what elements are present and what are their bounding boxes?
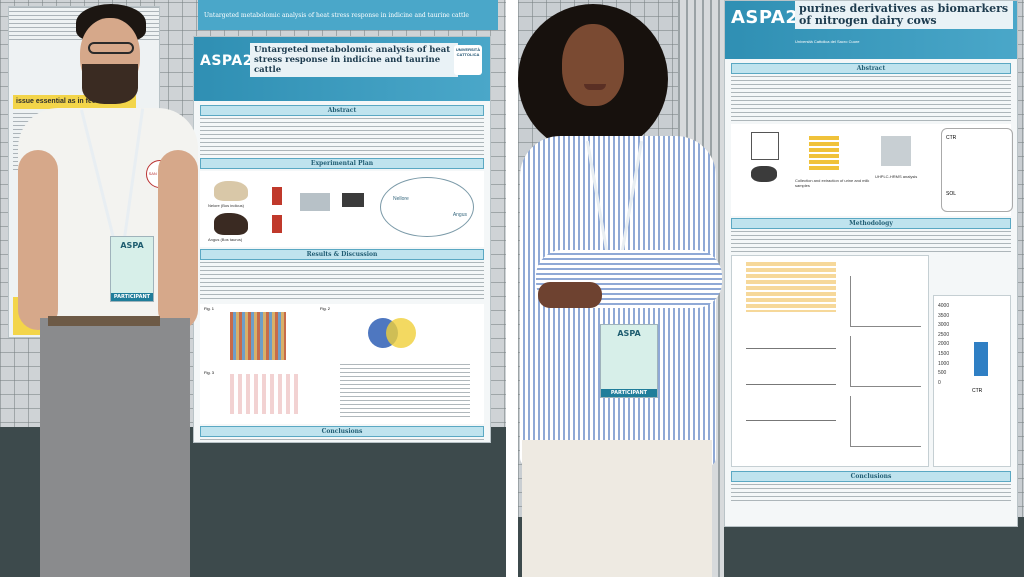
woman-trousers <box>522 440 712 577</box>
sample-tubes <box>809 136 839 172</box>
y-tick: 4000 <box>938 303 950 309</box>
woman-forearm <box>538 282 602 308</box>
cow-illustration-angus <box>214 213 248 235</box>
woman-smile <box>584 84 606 90</box>
group-diagram: CTR SOL <box>941 128 1013 212</box>
conference-logo: ASPA25 <box>731 7 812 28</box>
section-abstract: Abstract <box>731 63 1011 74</box>
y-tick: 3000 <box>938 322 950 329</box>
calibration-curves <box>850 276 921 447</box>
y-tick: 1500 <box>938 350 950 357</box>
design-grid <box>751 132 779 160</box>
y-tick: 0 <box>938 379 941 386</box>
right-poster: ASPA25 purines derivatives as biomarkers… <box>724 0 1018 527</box>
badge-role: PARTICIPANT <box>601 389 657 397</box>
y-axis-ticks: 4000 3500 3000 2500 2000 1500 1000 500 0 <box>938 302 949 388</box>
calibration-curve <box>850 396 921 447</box>
glasses-icon <box>88 42 134 54</box>
cow-illustration-nelore <box>214 181 248 201</box>
section-abstract: Abstract <box>200 105 484 116</box>
bar-chart-panel: 4000 3500 3000 2500 2000 1500 1000 500 0… <box>933 295 1011 467</box>
fig1-label: Fig. 1 <box>204 306 215 311</box>
sample-tube <box>272 215 282 233</box>
results-text <box>200 262 484 302</box>
badge-role: PARTICIPANT <box>111 293 153 301</box>
chromatogram-panel <box>731 255 929 467</box>
venn-circle-yellow <box>386 318 416 348</box>
left-poster-header: ASPA25 Untargeted metabolomic analysis o… <box>194 37 490 101</box>
right-photo: ASPA25 purines derivatives as biomarkers… <box>518 0 1024 577</box>
label-ctr: CTR <box>946 135 957 141</box>
label-collection: Collection and extraction of urine and m… <box>795 178 870 188</box>
man-badge: ASPA PARTICIPANT <box>110 236 154 302</box>
methodology-text <box>731 231 1011 253</box>
label-uhplc: UHPLC-HRMS analysis <box>875 174 918 179</box>
conclusions-text <box>200 439 484 442</box>
instrument-icon <box>881 136 911 166</box>
badge-logo: ASPA <box>617 329 641 338</box>
computer-icon <box>342 193 364 207</box>
man-arm-right <box>158 150 198 330</box>
methods-figure: Collection and extraction of urine and m… <box>731 124 1013 216</box>
scatter-figure <box>230 374 300 414</box>
man-beard <box>82 64 138 104</box>
label-angus: Angus (Bos taurus) <box>208 237 243 242</box>
results-figures: Fig. 1 Fig. 2 Fig. 3 <box>200 304 484 424</box>
conclusions-text <box>731 484 1011 504</box>
man-belt <box>48 316 160 326</box>
section-conclusions: Conclusions <box>200 426 484 437</box>
left-photo: issue essential as in feed Untargeted me… <box>0 0 506 577</box>
badge-logo: ASPA <box>120 241 144 250</box>
chromatogram-2 <box>746 354 836 385</box>
abstract-text <box>200 118 484 156</box>
data-table <box>746 262 836 312</box>
right-poster-header: ASPA25 purines derivatives as biomarkers… <box>725 1 1017 59</box>
abstract-text <box>731 76 1011 122</box>
results-area: 4000 3500 3000 2500 2000 1500 1000 500 0… <box>731 255 1011 469</box>
y-tick: 3500 <box>938 312 950 319</box>
label-nelore: Nelore (Bos indicus) <box>208 203 245 208</box>
man-trousers <box>40 318 190 577</box>
woman-badge: ASPA PARTICIPANT <box>600 324 658 398</box>
bar-label-ctr: CTR <box>972 388 983 394</box>
university-logo: UNIVERSITÀ CATTOLICA <box>454 45 482 75</box>
experimental-plan-figure: Nelore (Bos indicus) Angus (Bos taurus) … <box>200 171 484 247</box>
y-tick: 500 <box>938 370 947 377</box>
calibration-curve <box>850 336 921 387</box>
chromatogram-3 <box>746 390 836 421</box>
left-poster-title: Untargeted metabolomic analysis of heat … <box>250 43 458 77</box>
cow-illustration <box>751 166 777 182</box>
bar-ctr <box>974 342 988 376</box>
section-methodology: Methodology <box>731 218 1011 229</box>
instrument-icon <box>300 193 330 211</box>
y-tick: 2500 <box>938 331 950 338</box>
left-poster: ASPA25 Untargeted metabolomic analysis o… <box>193 36 491 443</box>
photo-divider <box>506 0 518 577</box>
chromatogram-1 <box>746 318 836 349</box>
sample-tube <box>272 187 282 205</box>
results-table <box>340 364 470 420</box>
section-experimental-plan: Experimental Plan <box>200 158 484 169</box>
section-results: Results & Discussion <box>200 249 484 260</box>
top-strip-poster: Untargeted metabolomic analysis of heat … <box>198 0 498 30</box>
calibration-curve <box>850 276 921 327</box>
pca-ellipse-figure: Nellore Angus <box>380 177 474 237</box>
right-poster-university: Università Cattolica del Sacro Cuore <box>795 39 860 44</box>
y-tick: 2000 <box>938 341 950 348</box>
right-poster-title: purines derivatives as biomarkers of nit… <box>795 1 1013 29</box>
conference-logo: ASPA25 <box>200 53 264 69</box>
label-nellore-cluster: Nellore <box>393 196 409 202</box>
heatmap-figure <box>230 312 286 360</box>
woman-face <box>562 24 624 106</box>
fig2-label: Fig. 2 <box>320 306 331 311</box>
fig3-label: Fig. 3 <box>204 370 215 375</box>
top-strip-text: Untargeted metabolomic analysis of heat … <box>204 12 469 19</box>
section-conclusions: Conclusions <box>731 471 1011 482</box>
label-angus-cluster: Angus <box>452 212 467 218</box>
y-tick: 1000 <box>938 360 950 367</box>
man-arm-left <box>18 150 58 330</box>
label-sol: SOL <box>946 191 957 197</box>
